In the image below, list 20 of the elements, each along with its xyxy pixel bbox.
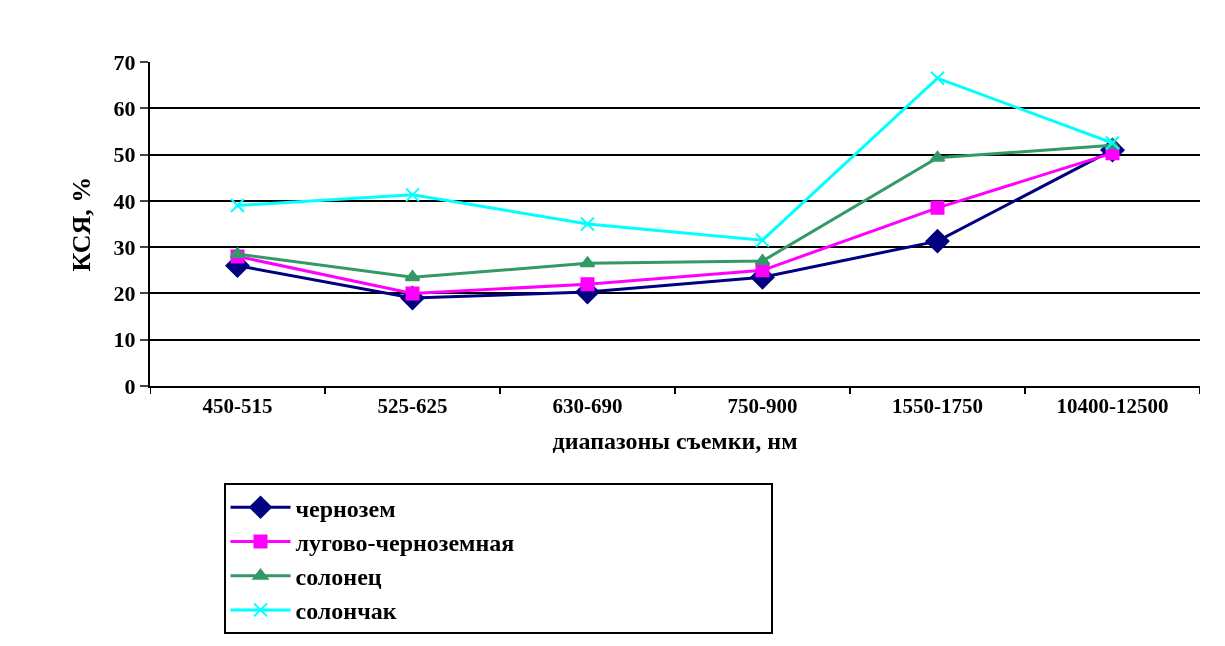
y-tick-label: 10 (113, 327, 136, 353)
y-tick-label: 0 (124, 373, 136, 399)
y-tick-label: 70 (113, 49, 136, 75)
x-axis-title: диапазоны съемки, нм (552, 428, 798, 454)
x-tick-label: 10400-12500 (1056, 394, 1169, 419)
x-tick-label: 1550-1750 (892, 394, 983, 419)
legend-label: солонец (295, 564, 382, 591)
y-tick-label: 60 (113, 95, 136, 121)
legend-label: чернозем (295, 495, 396, 522)
y-tick-label: 20 (113, 281, 136, 307)
y-tick-label: 40 (113, 188, 136, 214)
x-tick-label: 525-625 (377, 394, 448, 419)
y-axis-title: КСЯ, % (67, 176, 97, 272)
x-tick-label: 630-690 (552, 394, 623, 419)
x-tick-label: 750-900 (727, 394, 798, 419)
y-tick-label: 30 (113, 234, 136, 260)
legend-label: лугово-черноземная (295, 529, 515, 556)
x-tick-label: 450-515 (202, 394, 273, 419)
legend-label: солончак (295, 598, 397, 625)
y-tick-label: 50 (113, 142, 136, 168)
